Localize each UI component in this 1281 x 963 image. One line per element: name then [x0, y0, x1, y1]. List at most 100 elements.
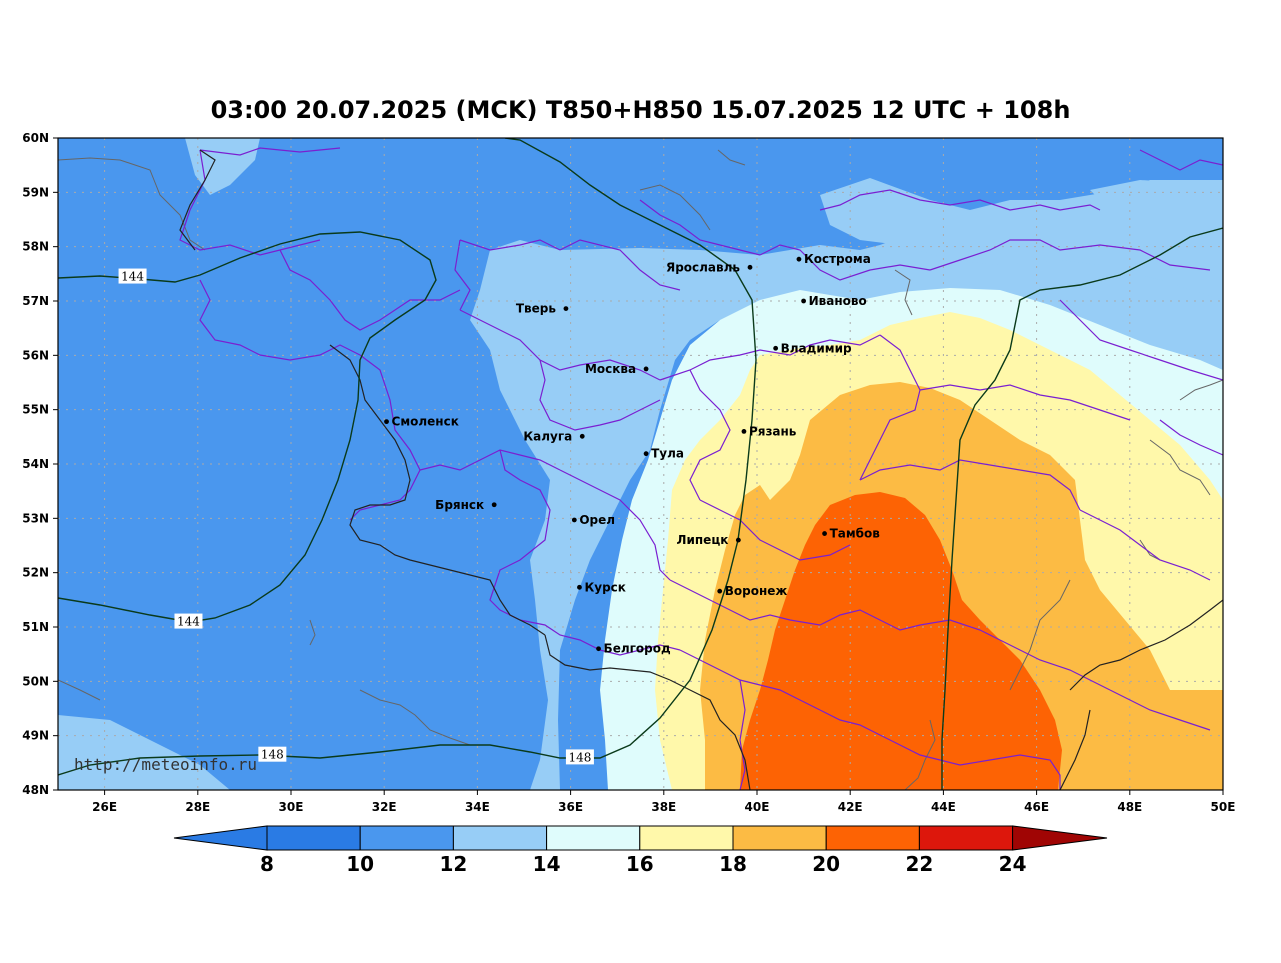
city-label: Иваново — [809, 294, 867, 308]
lat-tick-label: 54N — [22, 457, 49, 471]
city-label: Орел — [579, 513, 615, 527]
lat-tick-label: 50N — [22, 674, 49, 688]
contour-label-box — [118, 268, 147, 284]
contour-labels: 144 144 148 148 — [118, 268, 594, 765]
colorbar-tick-label: 12 — [439, 852, 467, 876]
field-12-14-ne — [820, 178, 1223, 300]
lat-tick-label: 49N — [22, 729, 49, 743]
colorbar-swatch — [825, 825, 920, 851]
city-label: Калуга — [523, 429, 572, 443]
city-label: Рязань — [749, 424, 797, 438]
field-12-14 — [470, 180, 1223, 790]
admin-borders — [179, 147, 1223, 790]
colorbar-tick-label: 20 — [812, 852, 840, 876]
city-dot — [577, 584, 582, 590]
latitude-axis: 48N 49N 50N 51N 52N 53N 54N 55N 56N 57N 58N 59N 60N — [22, 131, 58, 797]
colorbar-tick-label: 18 — [719, 852, 747, 876]
lon-tick-label: 48E — [1117, 800, 1142, 814]
lon-tick-label: 46E — [1024, 800, 1049, 814]
city-dot — [747, 264, 753, 270]
city-label: Кострома — [804, 252, 871, 266]
lat-tick-label: 51N — [22, 620, 49, 634]
lon-tick-label: 36E — [558, 800, 583, 814]
city-label: Владимир — [781, 341, 852, 355]
lon-tick-label: 38E — [651, 800, 676, 814]
lat-tick-label: 53N — [22, 511, 49, 525]
city-dot — [491, 502, 497, 508]
colorbar-tick-label: 24 — [999, 852, 1027, 876]
contour-label-box — [174, 613, 203, 629]
colorbar-swatch — [732, 825, 827, 851]
contour-label-box — [565, 749, 594, 765]
lon-tick-label: 28E — [185, 800, 210, 814]
city-dot — [571, 517, 577, 523]
city-dot — [735, 537, 741, 543]
country-borders — [179, 149, 1223, 790]
colorbar-swatch — [359, 825, 454, 851]
lon-tick-label: 50E — [1211, 800, 1236, 814]
lon-tick-label: 26E — [92, 800, 117, 814]
city-dot — [801, 298, 806, 304]
city-dot — [384, 419, 389, 425]
colorbar-tick-label: 8 — [260, 852, 274, 876]
geopotential-contours — [58, 138, 1223, 790]
city-dot — [596, 646, 601, 652]
lon-tick-label: 32E — [372, 800, 397, 814]
city-dot — [796, 256, 802, 262]
colorbar-swatch — [452, 825, 548, 851]
city-label: Брянск — [435, 498, 484, 512]
city-label: Смоленск — [392, 415, 459, 429]
contour-label: 148 — [261, 748, 284, 762]
contour-label-box — [258, 746, 287, 762]
lat-tick-label: 58N — [22, 240, 49, 254]
lat-tick-label: 52N — [22, 566, 49, 580]
city-dot — [563, 306, 569, 312]
lon-tick-label: 44E — [931, 800, 956, 814]
city-label: Липецк — [677, 533, 729, 547]
colorbar-swatch — [546, 825, 641, 851]
lat-tick-label: 59N — [22, 185, 49, 199]
city-label: Тула — [651, 447, 684, 461]
colorbar-swatch — [639, 825, 734, 851]
colorbar-swatch — [266, 825, 361, 851]
contour-label: 144 — [121, 270, 144, 284]
contour-label: 148 — [568, 750, 591, 764]
city-label: Курск — [584, 580, 625, 594]
temperature-fields — [58, 138, 1223, 790]
colorbar-tick-label: 16 — [626, 852, 654, 876]
lat-tick-label: 60N — [22, 131, 49, 145]
city-label: Тамбов — [830, 527, 881, 541]
city-dot — [717, 588, 723, 594]
city-dot — [643, 366, 649, 372]
colorbar-swatch — [918, 825, 1014, 851]
colorbar-tick-label: 10 — [346, 852, 374, 876]
city-dot — [773, 345, 779, 351]
city-dot — [579, 433, 585, 439]
colorbar-tick-label: 22 — [905, 852, 933, 876]
contour-label: 144 — [177, 615, 200, 629]
lat-tick-label: 57N — [22, 294, 49, 308]
lon-tick-label: 40E — [745, 800, 770, 814]
field-20-22 — [740, 492, 1062, 790]
watermark-text: http://meteoinfo.ru — [74, 755, 257, 774]
colorbar-tick-label: 14 — [533, 852, 561, 876]
lat-tick-label: 48N — [22, 783, 49, 797]
city-dot — [822, 531, 827, 536]
colorbar-under — [173, 825, 268, 851]
lon-tick-label: 30E — [279, 800, 304, 814]
city-label: Тверь — [516, 302, 557, 316]
city-label: Москва — [585, 362, 636, 376]
lat-tick-label: 56N — [22, 348, 49, 362]
city-markers: Кострома Ярославль Иваново Тверь Владимир Мос… — [384, 252, 880, 656]
city-label: Белгород — [604, 642, 671, 656]
city-label: Ярославль — [666, 260, 740, 274]
lat-tick-label: 55N — [22, 403, 49, 417]
city-dot — [643, 451, 649, 457]
colorbar: 8 10 12 14 16 18 20 22 24 — [173, 825, 1108, 876]
longitude-axis: 26E 28E 30E 32E 34E 36E 38E 40E 42E 44E 46E 48E 50E — [92, 790, 1235, 814]
lon-tick-label: 34E — [465, 800, 490, 814]
lon-tick-label: 42E — [838, 800, 863, 814]
map-title: 03:00 20.07.2025 (MCK) T850+H850 15.07.2… — [210, 96, 1071, 124]
city-label: Воронеж — [725, 584, 788, 598]
